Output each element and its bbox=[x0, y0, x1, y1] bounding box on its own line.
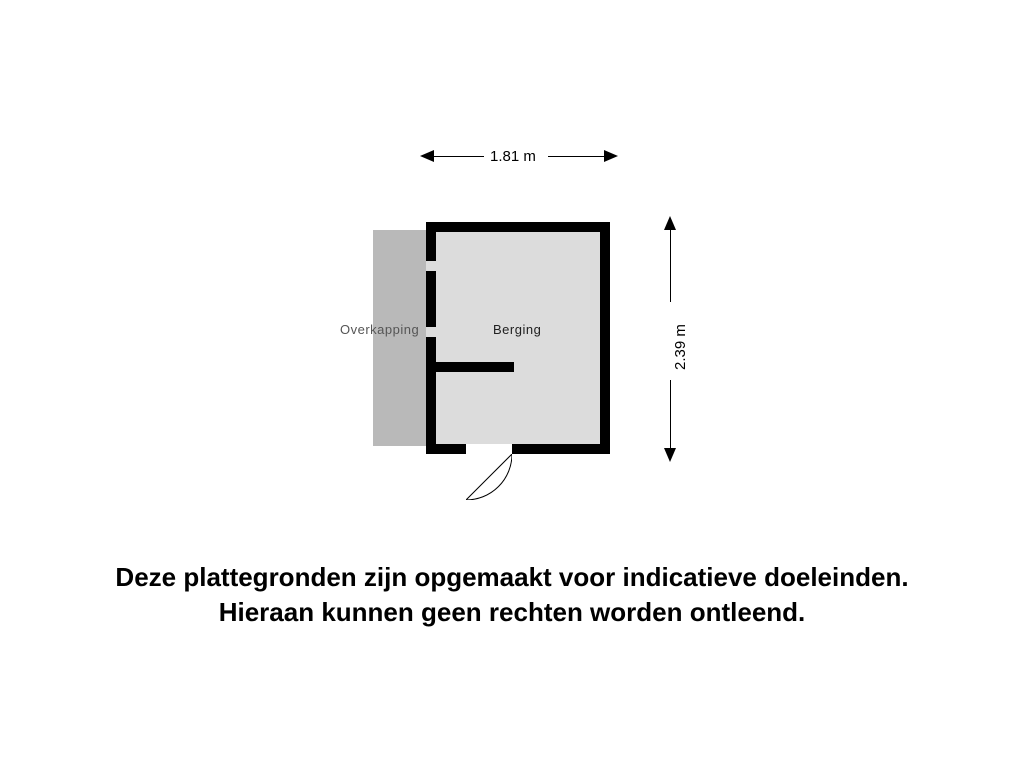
dim-top-line-left bbox=[426, 156, 484, 157]
berging-interior bbox=[436, 232, 600, 444]
wall-left-seg2 bbox=[426, 272, 436, 326]
dim-right-arrow-bottom bbox=[664, 448, 676, 462]
floorplan-canvas: Overkapping Berging 1.81 m 2.39 m bbox=[0, 0, 1024, 768]
disclaimer-line2: Hieraan kunnen geen rechten worden ontle… bbox=[219, 597, 806, 627]
wall-left-seg3 bbox=[426, 338, 436, 454]
disclaimer-line1: Deze plattegronden zijn opgemaakt voor i… bbox=[115, 562, 908, 592]
dim-right-line-top bbox=[670, 222, 671, 302]
dim-right-label: 2.39 m bbox=[672, 324, 689, 370]
disclaimer-text: Deze plattegronden zijn opgemaakt voor i… bbox=[0, 560, 1024, 630]
wall-top bbox=[426, 222, 610, 232]
wall-left-gap1-frame bbox=[426, 260, 436, 272]
berging-label: Berging bbox=[493, 322, 541, 337]
wall-left-gap2-frame bbox=[426, 326, 436, 338]
dim-right-arrow-top bbox=[664, 216, 676, 230]
door-swing bbox=[466, 454, 512, 500]
partition-wall bbox=[436, 362, 514, 372]
dim-top-line-right bbox=[548, 156, 610, 157]
dim-top-arrow-left bbox=[420, 150, 434, 162]
wall-left-seg1 bbox=[426, 222, 436, 260]
dim-right-line-bottom bbox=[670, 380, 671, 454]
dim-top-label: 1.81 m bbox=[490, 148, 536, 165]
dim-top-arrow-right bbox=[604, 150, 618, 162]
overkapping-area bbox=[373, 230, 426, 446]
wall-right bbox=[600, 222, 610, 454]
overkapping-label: Overkapping bbox=[340, 322, 419, 337]
wall-bottom-right bbox=[512, 444, 610, 454]
